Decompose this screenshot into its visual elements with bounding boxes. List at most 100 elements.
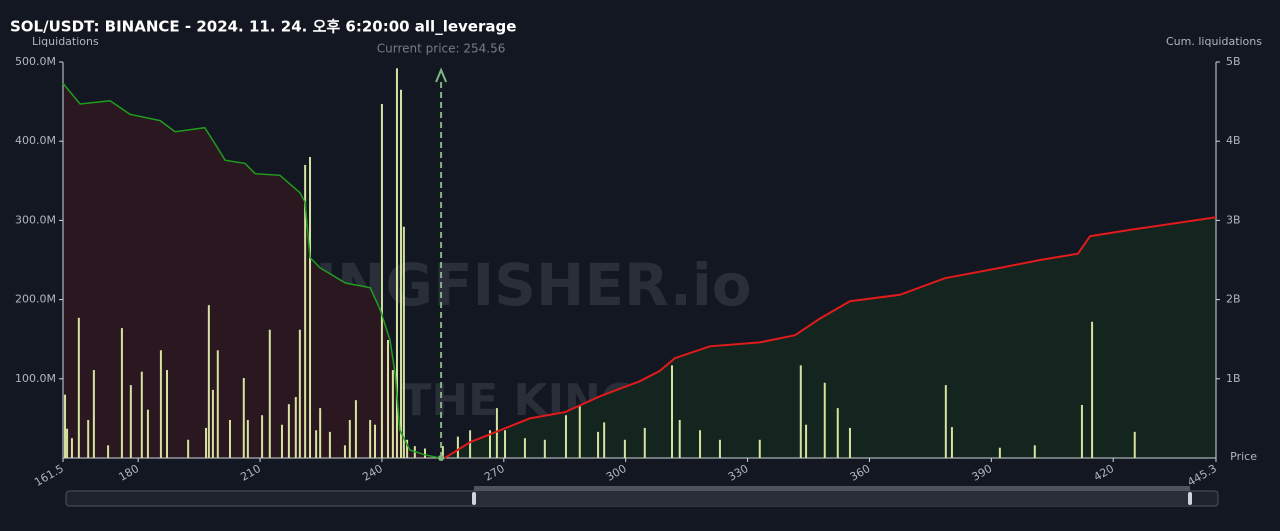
bar — [823, 382, 826, 458]
bar — [187, 439, 190, 458]
scrollbar-handle[interactable] — [472, 492, 476, 505]
bar — [758, 439, 761, 458]
bar — [1033, 445, 1036, 458]
bar — [261, 415, 264, 458]
bar — [380, 103, 383, 458]
bar — [343, 445, 346, 458]
bar — [374, 424, 377, 458]
bar — [671, 365, 674, 458]
bar — [441, 446, 444, 458]
bar — [523, 438, 526, 458]
bar — [319, 408, 322, 458]
bar — [146, 409, 149, 458]
bar — [678, 419, 681, 458]
y-axis-label: Liquidations — [32, 35, 99, 48]
bar — [92, 370, 95, 458]
y-tick-label: 100.0M — [15, 372, 56, 385]
x-axis-label: Price — [1230, 450, 1257, 463]
y-tick-label: 500.0M — [15, 55, 56, 68]
bar — [216, 350, 219, 458]
y2-tick-label: 2B — [1226, 293, 1241, 306]
y2-axis-label: Cum. liquidations — [1166, 35, 1262, 48]
bar — [848, 427, 851, 458]
bar — [354, 400, 357, 458]
bar — [597, 431, 600, 458]
bar — [402, 226, 405, 458]
bar — [643, 427, 646, 458]
plot: 100.0M 200.0M 300.0M 400.0M 500.0M 1B 2B 3B 4B 5B… — [15, 42, 1241, 489]
bar — [799, 365, 802, 458]
bar — [944, 385, 947, 458]
bar — [406, 439, 409, 458]
bar — [304, 164, 307, 458]
bar — [1133, 431, 1136, 458]
bar — [107, 445, 110, 458]
bar — [578, 404, 581, 458]
bar — [309, 157, 312, 459]
bar — [298, 329, 301, 458]
bar — [400, 89, 403, 458]
bar — [159, 350, 162, 458]
bar — [495, 408, 498, 458]
bar — [699, 430, 702, 458]
bar — [348, 419, 351, 458]
bar — [294, 397, 297, 458]
bar — [998, 447, 1001, 458]
y2-tick-label: 4B — [1226, 134, 1241, 147]
bar — [603, 422, 606, 458]
bar — [280, 424, 283, 458]
scrollbar-range[interactable] — [474, 486, 1190, 492]
cum-area — [444, 217, 1216, 458]
bar — [140, 371, 143, 458]
bar — [129, 385, 132, 458]
bar — [211, 389, 214, 458]
bar — [718, 439, 721, 458]
bar — [242, 378, 245, 458]
cum-line — [62, 82, 441, 459]
y2-tick-label: 5B — [1226, 55, 1241, 68]
bar — [87, 419, 90, 458]
y2-tick-label: 1B — [1226, 372, 1241, 385]
bar — [805, 424, 808, 458]
bar — [456, 436, 459, 458]
bar — [391, 370, 394, 458]
bar — [423, 448, 426, 458]
scrollbar-handle[interactable] — [1188, 492, 1192, 505]
bar — [395, 68, 398, 458]
bar — [246, 419, 249, 458]
bar — [1091, 321, 1094, 458]
bar — [228, 419, 231, 458]
bar — [328, 431, 331, 458]
cum-area — [63, 83, 440, 459]
bar — [70, 438, 73, 458]
bar — [488, 430, 491, 458]
y-tick-label: 300.0M — [15, 213, 56, 226]
y-tick-label: 400.0M — [15, 134, 56, 147]
bar — [387, 339, 390, 458]
bar — [504, 430, 507, 458]
chart-title: SOL/USDT: BINANCE - 2024. 11. 24. 오후 6:2… — [10, 18, 516, 36]
cum-line — [444, 216, 1217, 459]
bar — [315, 430, 318, 458]
scrollbar-window[interactable] — [474, 491, 1190, 506]
bar — [836, 408, 839, 458]
bar — [950, 427, 953, 458]
y-tick-label: 200.0M — [15, 293, 56, 306]
bar — [469, 430, 472, 458]
bar — [207, 305, 210, 458]
bar — [205, 427, 208, 458]
bar — [66, 428, 69, 458]
bar — [64, 394, 67, 458]
bar — [287, 404, 290, 458]
bar — [268, 329, 271, 458]
y2-tick-label: 3B — [1226, 213, 1241, 226]
bar — [564, 415, 567, 458]
annotation: Current price: 254.56 — [377, 42, 506, 56]
current-price-arrow — [435, 67, 448, 83]
bar — [1080, 404, 1083, 458]
current-price-dot — [438, 455, 445, 461]
bar — [77, 317, 80, 458]
bar — [120, 328, 123, 458]
bar — [369, 419, 372, 458]
